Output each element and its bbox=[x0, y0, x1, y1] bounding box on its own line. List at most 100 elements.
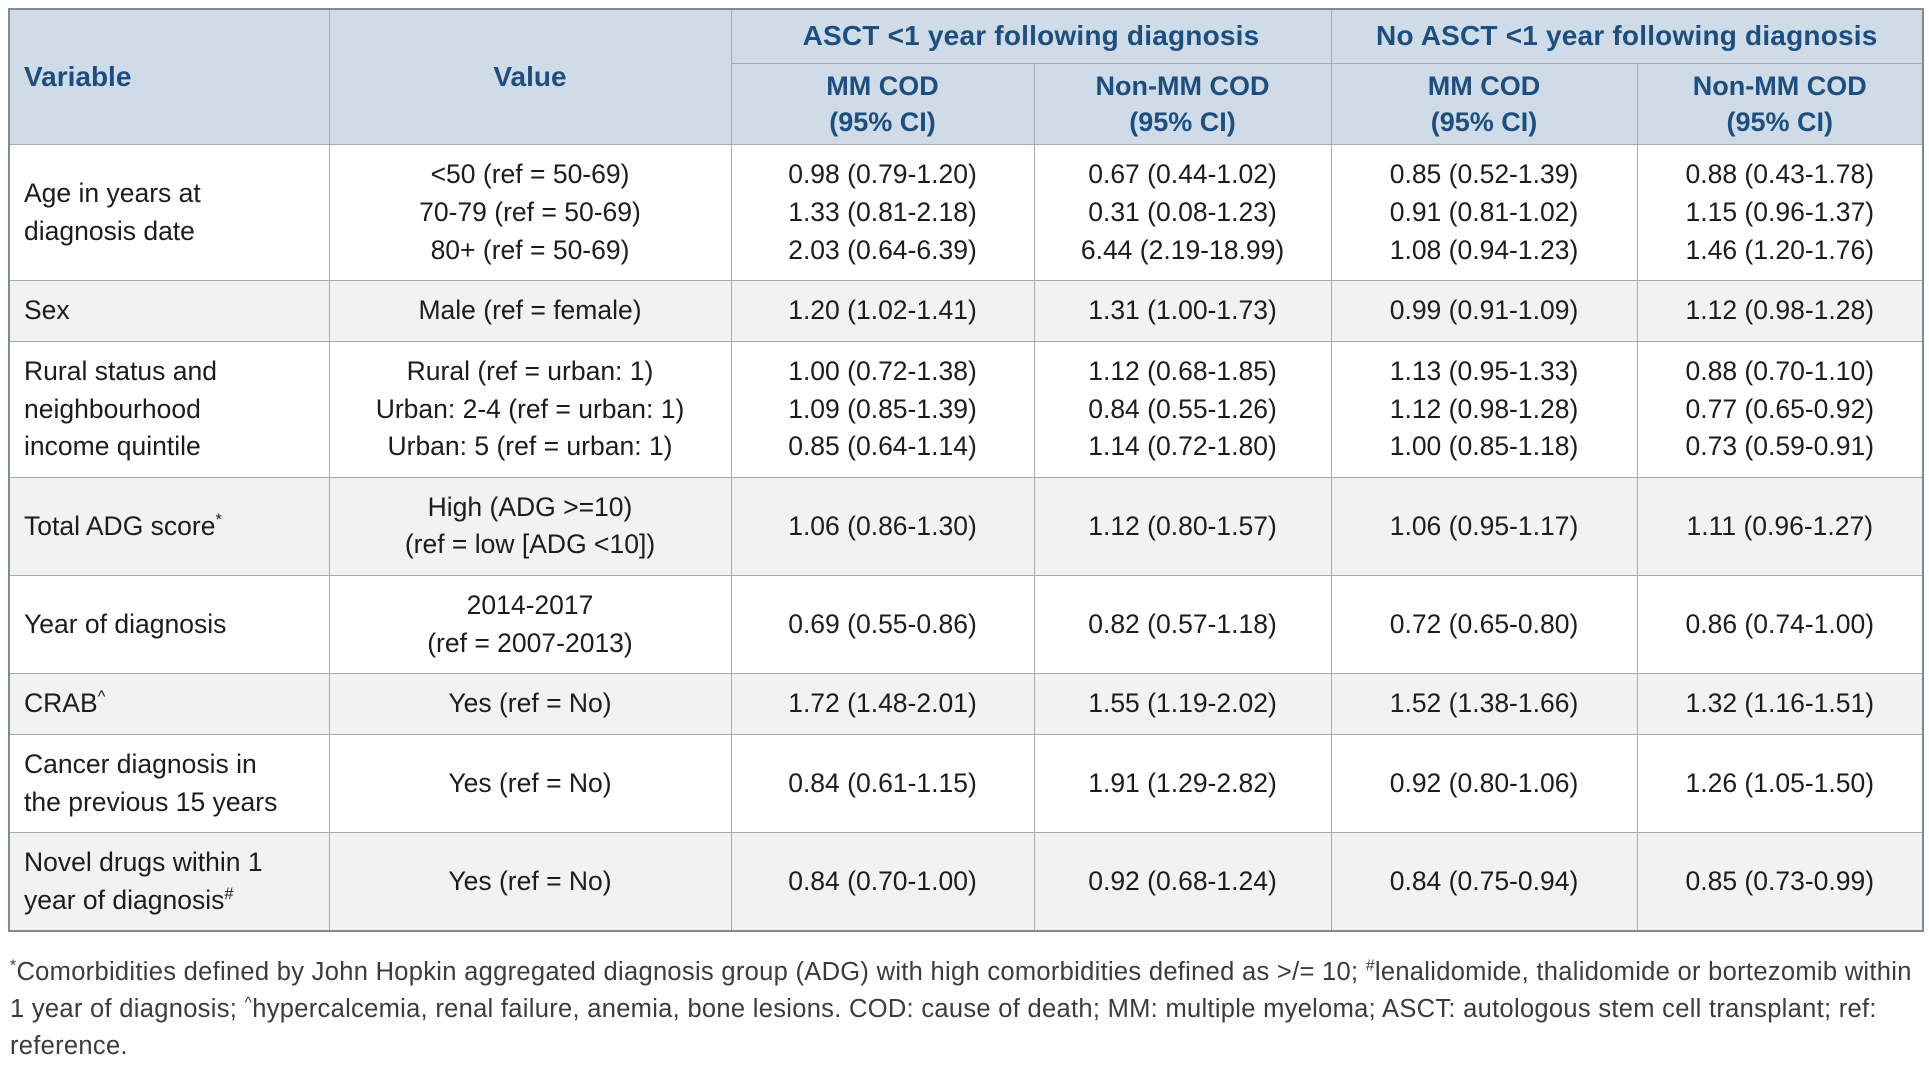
table-row: Novel drugs within 1 year of diagnosis# Ye… bbox=[8, 832, 1924, 932]
variable-cell: Novel drugs within 1 year of diagnosis# bbox=[8, 832, 330, 932]
cell-line: 0.69 (0.55-0.86) bbox=[788, 608, 977, 639]
variable-cell: Year of diagnosis bbox=[8, 574, 330, 675]
cell-line: 1.26 (1.05-1.50) bbox=[1685, 767, 1875, 798]
noasct-nonmm-cod-cell: 0.85 (0.73-0.99) bbox=[1636, 832, 1924, 932]
variable-cell: CRAB^ bbox=[8, 673, 330, 735]
table-row: Rural status and neighbourhood income quin… bbox=[8, 340, 1924, 478]
noasct-nonmm-cod-cell: 1.11 (0.96-1.27) bbox=[1636, 476, 1924, 577]
asct-mm-cod-cell: 1.06 (0.86-1.30) bbox=[730, 476, 1035, 577]
sub-header-line: Non-MM COD bbox=[1692, 70, 1867, 101]
noasct-mm-cod-cell: 1.52 (1.38-1.66) bbox=[1330, 673, 1638, 735]
sub-header-line: (95% CI) bbox=[1726, 106, 1834, 137]
cell-line: 0.98 (0.79-1.20) bbox=[788, 159, 977, 190]
cell-line: Rural (ref = urban: 1) bbox=[406, 355, 654, 386]
value-cell: Yes (ref = No) bbox=[328, 832, 732, 932]
footnote-text: lenalidomide, thalidomide or bortezomib … bbox=[10, 958, 1912, 1024]
cell-line: CRAB^ bbox=[24, 688, 106, 719]
asct-nonmm-cod-cell: 1.55 (1.19-2.02) bbox=[1033, 673, 1332, 735]
asct-nonmm-cod-cell: 1.91 (1.29-2.82) bbox=[1033, 733, 1332, 834]
cell-line: Year of diagnosis bbox=[24, 608, 227, 639]
cell-line: 80+ (ref = 50-69) bbox=[430, 234, 630, 265]
cell-line: 0.84 (0.61-1.15) bbox=[788, 767, 977, 798]
cell-line: 1.31 (1.00-1.73) bbox=[1088, 295, 1277, 326]
cell-line: 1.72 (1.48-2.01) bbox=[788, 688, 977, 719]
cell-line: 0.77 (0.65-0.92) bbox=[1685, 393, 1875, 424]
cell-line: Yes (ref = No) bbox=[448, 767, 612, 798]
cell-line: 0.67 (0.44-1.02) bbox=[1088, 159, 1277, 190]
cell-line: 1.33 (0.81-2.18) bbox=[788, 197, 977, 227]
sub-header-line: (95% CI) bbox=[829, 106, 936, 137]
sub-header-asct-nonmm-cod: Non-MM COD (95% CI) bbox=[1033, 62, 1332, 146]
cell-line: 0.84 (0.70-1.00) bbox=[788, 865, 977, 896]
cell-line: 0.91 (0.81-1.02) bbox=[1389, 197, 1579, 227]
value-cell: Yes (ref = No) bbox=[328, 673, 732, 735]
asct-mm-cod-cell: 0.98 (0.79-1.20) 1.33 (0.81-2.18) 2.03 (0.… bbox=[730, 144, 1035, 282]
cell-line: Rural status and bbox=[24, 355, 217, 386]
cell-line: 1.12 (0.98-1.28) bbox=[1389, 393, 1579, 424]
noasct-nonmm-cod-cell: 0.86 (0.74-1.00) bbox=[1636, 574, 1924, 675]
cell-line: 1.06 (0.95-1.17) bbox=[1389, 510, 1579, 541]
value-cell: Yes (ref = No) bbox=[328, 733, 732, 834]
cell-line: 0.72 (0.65-0.80) bbox=[1389, 608, 1579, 639]
variable-cell: Sex bbox=[8, 280, 330, 342]
col-header-value: Value bbox=[328, 8, 732, 146]
noasct-nonmm-cod-cell: 1.12 (0.98-1.28) bbox=[1636, 280, 1924, 342]
table-row: Age in years at diagnosis date <50 (ref = … bbox=[8, 144, 1924, 282]
cell-line: income quintile bbox=[24, 431, 201, 462]
sub-header-line: Non-MM COD bbox=[1095, 70, 1270, 101]
value-cell: Male (ref = female) bbox=[328, 280, 732, 342]
cell-line: 1.00 (0.85-1.18) bbox=[1389, 431, 1579, 462]
asct-mm-cod-cell: 0.84 (0.70-1.00) bbox=[730, 832, 1035, 932]
asct-nonmm-cod-cell: 0.92 (0.68-1.24) bbox=[1033, 832, 1332, 932]
col-header-variable: Variable bbox=[8, 8, 330, 146]
cell-line: 0.82 (0.57-1.18) bbox=[1088, 608, 1277, 639]
cell-line: 0.88 (0.43-1.78) bbox=[1685, 159, 1875, 190]
cell-line: year of diagnosis# bbox=[24, 884, 234, 915]
footnote-superscript: # bbox=[1365, 957, 1375, 975]
value-cell: High (ADG >=10) (ref = low [ADG <10]) bbox=[328, 476, 732, 577]
asct-nonmm-cod-cell: 1.12 (0.80-1.57) bbox=[1033, 476, 1332, 577]
cell-line: 1.32 (1.16-1.51) bbox=[1685, 688, 1875, 719]
cell-line: 1.55 (1.19-2.02) bbox=[1088, 688, 1277, 719]
cell-line: Yes (ref = No) bbox=[448, 688, 612, 719]
cell-line: 1.46 (1.20-1.76) bbox=[1685, 234, 1875, 265]
cell-line: 0.85 (0.73-0.99) bbox=[1685, 865, 1875, 896]
cell-line: 0.92 (0.80-1.06) bbox=[1389, 767, 1579, 798]
cell-line: 0.31 (0.08-1.23) bbox=[1088, 197, 1277, 227]
cell-line: Cancer diagnosis in bbox=[24, 748, 257, 779]
footnote-superscript: ^ bbox=[244, 994, 253, 1012]
table-header: Variable Value ASCT <1 year following di… bbox=[8, 8, 1924, 146]
cell-line: 1.08 (0.94-1.23) bbox=[1389, 234, 1579, 265]
header-row-subs: MM COD (95% CI) Non-MM COD (95% CI) MM C… bbox=[9, 62, 1924, 146]
cell-line: Male (ref = female) bbox=[418, 295, 642, 326]
cell-line: 1.09 (0.85-1.39) bbox=[788, 393, 977, 424]
superscript-marker: ^ bbox=[97, 688, 106, 707]
noasct-mm-cod-cell: 1.06 (0.95-1.17) bbox=[1330, 476, 1638, 577]
cell-line: 1.91 (1.29-2.82) bbox=[1088, 767, 1277, 798]
sub-header-line: MM COD bbox=[826, 70, 939, 101]
cell-line: 0.84 (0.55-1.26) bbox=[1088, 393, 1277, 424]
group-header-no-asct: No ASCT <1 year following diagnosis bbox=[1330, 8, 1924, 64]
cell-line: 1.15 (0.96-1.37) bbox=[1685, 197, 1875, 227]
asct-nonmm-cod-cell: 1.31 (1.00-1.73) bbox=[1033, 280, 1332, 342]
cell-line: 2.03 (0.64-6.39) bbox=[788, 234, 977, 265]
asct-mm-cod-cell: 0.69 (0.55-0.86) bbox=[730, 574, 1035, 675]
asct-nonmm-cod-cell: 1.12 (0.68-1.85) 0.84 (0.55-1.26) 1.14 (0.… bbox=[1033, 340, 1332, 478]
variable-cell: Total ADG score* bbox=[8, 476, 330, 577]
value-cell: Rural (ref = urban: 1) Urban: 2-4 (ref = … bbox=[328, 340, 732, 478]
cell-line: Urban: 2-4 (ref = urban: 1) bbox=[375, 393, 685, 424]
variable-cell: Cancer diagnosis in the previous 15 years bbox=[8, 733, 330, 834]
asct-mm-cod-cell: 1.20 (1.02-1.41) bbox=[730, 280, 1035, 342]
cell-line: the previous 15 years bbox=[24, 786, 278, 817]
cell-line: 1.06 (0.86-1.30) bbox=[788, 510, 977, 541]
cell-line: 6.44 (2.19-18.99) bbox=[1080, 234, 1285, 265]
cell-line: Total ADG score* bbox=[24, 510, 222, 541]
superscript-marker: * bbox=[215, 510, 222, 529]
table-row: Sex Male (ref = female) 1.20 (1.02-1.41) 1.… bbox=[8, 280, 1924, 342]
table-row: CRAB^ Yes (ref = No) 1.72 (1.48-2.01) 1.55 … bbox=[8, 673, 1924, 735]
cell-line: Yes (ref = No) bbox=[448, 865, 612, 896]
noasct-nonmm-cod-cell: 0.88 (0.70-1.10) 0.77 (0.65-0.92) 0.73 (0.… bbox=[1636, 340, 1924, 478]
value-cell: <50 (ref = 50-69) 70-79 (ref = 50-69) 80+ … bbox=[328, 144, 732, 282]
cell-line: 0.86 (0.74-1.00) bbox=[1685, 608, 1875, 639]
